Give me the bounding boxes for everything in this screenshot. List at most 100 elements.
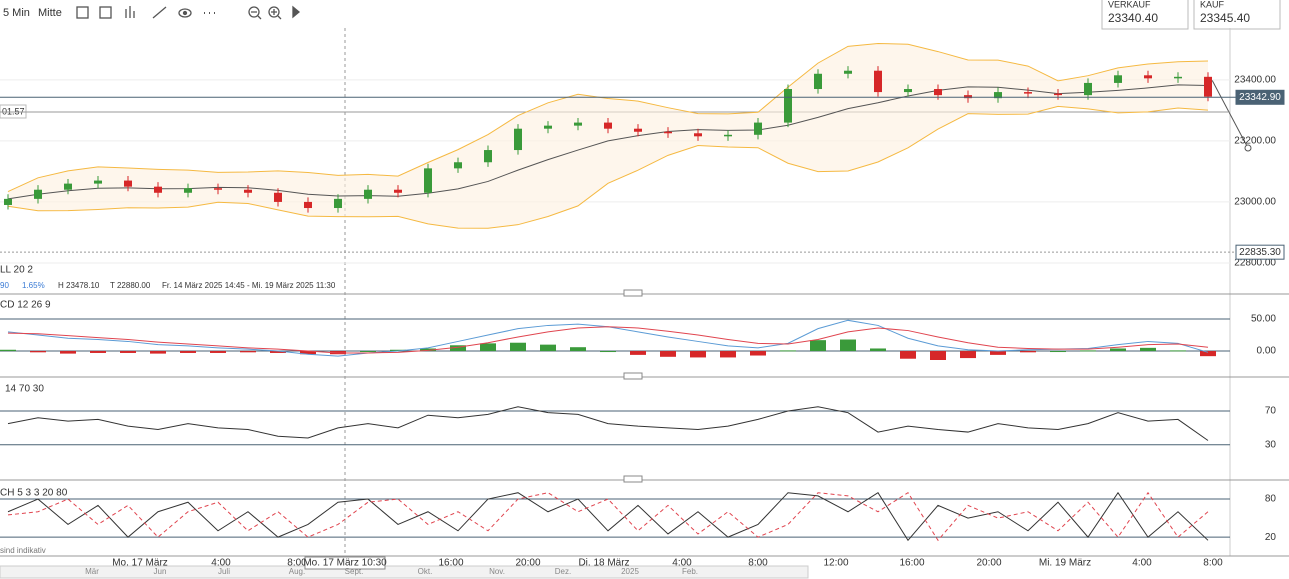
navigator-label: Aug. [289,567,305,576]
navigator-label: 2025 [621,567,639,576]
candle-body [364,189,372,199]
navigator-label: Sept. [345,567,364,576]
x-tick-label: Di. 18 März [578,558,629,569]
panel-handles[interactable] [623,289,643,483]
histogram-bar [1140,347,1156,352]
price-marker-box [1235,244,1285,260]
histogram-bar [840,339,856,352]
candle-body [4,198,12,205]
x-tick-label: 16:00 [899,558,924,569]
histogram-bar [390,349,406,352]
bollinger-lower [7,105,1209,229]
navigator-label: Juli [218,567,230,576]
histogram-bar [1020,351,1036,353]
histogram-bar [1200,351,1216,357]
candle-body [1204,76,1212,97]
price-marker-label: 22835.30 [1239,247,1281,258]
histogram-bar [960,351,976,359]
buy-price[interactable]: 23345.40 [1200,11,1250,25]
series-line [7,326,1209,354]
candle-body [424,168,432,193]
x-tick-label: Mo. 17 März [112,558,168,569]
x-tick-label: 4:00 [672,558,692,569]
candle-body [544,125,552,129]
candle-body [994,92,1002,99]
trendline-handle[interactable] [1244,144,1252,152]
candle-body [304,201,312,209]
histogram-bar [660,351,676,357]
candle-body [514,128,522,151]
x-tick-label: 8:00 [748,558,768,569]
candle-body [574,122,582,126]
sell-price[interactable]: 23340.40 [1108,11,1158,25]
drawn-trendline[interactable] [1211,79,1249,149]
price-marker-label: 23342.90 [1239,92,1281,103]
toolbar-icons[interactable] [76,5,301,20]
histogram-bar [60,351,76,354]
candle-body [1024,92,1032,94]
y-tick-label: 23200.00 [1234,136,1276,147]
navigator-label: Mär [85,567,99,576]
mode-button[interactable]: Mitte [38,7,62,19]
candle-body [244,189,252,193]
y-tick-label: 0.00 [1257,346,1277,357]
candle-body [334,198,342,209]
series-line [7,406,1209,441]
x-tick-label: 8:00 [287,558,307,569]
navigator-label: Dez. [555,567,571,576]
histogram-bar [480,343,496,352]
candle-body [484,150,492,163]
candle-body [724,134,732,137]
candle-body [784,89,792,123]
bollinger-mid [7,84,1209,200]
series-line [7,491,1209,542]
bollinger-upper [7,43,1209,193]
y-tick-label: 30 [1265,439,1277,450]
candle-body [184,188,192,193]
buy-label: KAUF [1200,0,1225,9]
histogram-bar [690,351,706,358]
histogram-bar [510,342,526,352]
panel-dividers [0,293,1289,557]
histogram-bar [120,351,136,353]
info-4: T 22880.00 [110,281,151,290]
histogram-bar [630,351,646,355]
histogram-bar [270,351,286,353]
y-tick-label: 22800.00 [1234,258,1276,269]
macd-legend: CD 12 26 9 [0,300,51,311]
candle-body [754,122,762,135]
candle-body [634,128,642,132]
histogram-bar [150,351,166,354]
histogram-bar [210,351,226,353]
histogram-bar [930,351,946,360]
candle-body [274,192,282,202]
histogram-bar [300,351,316,355]
x-tick-label: Mi. 19 März [1039,558,1091,569]
histogram-bar [870,348,886,352]
histogram-bar [1050,351,1066,353]
candle-body [904,89,912,93]
histogram-bar [30,351,46,353]
candle-body [694,133,702,137]
candle-body [664,131,672,134]
x-tick-label: 16:00 [438,558,463,569]
candle-body [604,122,612,129]
info-2: 1.65% [22,281,45,290]
y-tick-label: 23000.00 [1234,197,1276,208]
histogram-bar [450,345,466,352]
candle-body [1174,76,1182,79]
x-tick-label: 4:00 [1132,558,1152,569]
navigator-label: Okt. [418,567,433,576]
quote-boxes[interactable] [1101,0,1281,30]
level-label: 01.57 [2,106,25,116]
info-1: 90 [0,281,9,290]
candle-body [64,183,72,190]
y-tick-label: 50.00 [1251,314,1276,325]
interval-button[interactable]: 5 Min [3,7,30,19]
histogram-bar [240,351,256,353]
navigator[interactable] [0,565,809,579]
crosshair-box [304,556,386,570]
candle-body [964,95,972,99]
histogram-bar [360,351,376,353]
